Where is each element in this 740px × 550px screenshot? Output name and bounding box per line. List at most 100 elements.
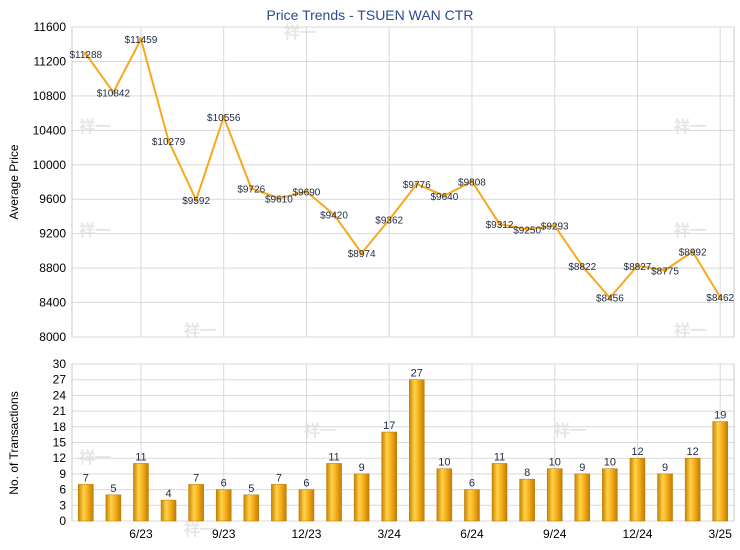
transaction-bar-label: 6 — [303, 478, 309, 490]
transaction-bar — [684, 457, 701, 522]
price-point-label: $10279 — [152, 137, 186, 148]
transaction-bar — [657, 473, 673, 522]
transaction-bar-label: 10 — [549, 457, 561, 469]
price-point — [221, 114, 226, 119]
transaction-bar-label: 9 — [359, 462, 365, 474]
transactions-y-tick-label: 6 — [59, 483, 66, 497]
transaction-bar — [298, 489, 315, 522]
transaction-bar-label: 12 — [687, 446, 699, 458]
price-point-label: $9776 — [403, 180, 431, 191]
transactions-y-tick-label: 3 — [59, 498, 66, 512]
price-point — [442, 193, 447, 198]
transaction-bar — [409, 379, 425, 522]
price-point — [111, 90, 116, 95]
transaction-bar — [78, 484, 94, 522]
price-data-labels: $11288 $10842 $11459 $10279 $9592 $10556 $9726… — [69, 35, 734, 305]
watermark-7: 祥一 — [79, 448, 111, 467]
price-point-label: $8974 — [348, 249, 376, 260]
watermark-5: 祥一 — [184, 321, 216, 340]
price-point — [469, 179, 474, 184]
price-points — [83, 37, 723, 300]
price-point-label: $9362 — [375, 216, 403, 227]
price-panel: 8000 8400 8800 9200 9600 10000 10400 10800 11200… — [7, 20, 735, 344]
watermark-6: 祥一 — [674, 321, 706, 340]
x-tick-label: 6/24 — [460, 527, 484, 541]
x-tick-label: 6/23 — [129, 527, 153, 541]
transaction-bar-label: 6 — [221, 478, 227, 490]
transactions-y-tick-label: 15 — [53, 436, 67, 450]
watermark-0: 祥一 — [284, 23, 316, 42]
x-tick-label: 12/23 — [291, 527, 321, 541]
transaction-bar — [519, 478, 535, 522]
transaction-bar-label: 7 — [83, 472, 89, 484]
transaction-bar-label: 10 — [438, 457, 450, 469]
transactions-y-tick-label: 21 — [53, 404, 67, 418]
transaction-bar — [243, 494, 260, 522]
price-point-label: $9808 — [458, 177, 486, 188]
transactions-y-tick-label: 30 — [53, 357, 67, 371]
transaction-bar-label: 9 — [662, 462, 668, 474]
price-point — [359, 251, 364, 256]
transaction-bar-label: 5 — [248, 483, 254, 495]
transaction-bar-label: 7 — [276, 472, 282, 484]
price-point — [194, 197, 199, 202]
transaction-bar-label: 9 — [579, 462, 585, 474]
watermark-3: 祥一 — [79, 221, 111, 240]
price-point — [525, 227, 530, 232]
watermark-2: 祥一 — [674, 117, 706, 136]
price-point — [332, 212, 337, 217]
price-point-label: $9420 — [320, 211, 348, 222]
price-y-tick-label: 10400 — [33, 123, 67, 137]
transaction-bar — [271, 484, 287, 522]
transaction-bar — [133, 463, 149, 522]
x-tick-label: 3/24 — [378, 527, 402, 541]
transaction-bar — [188, 484, 204, 522]
price-y-tick-label: 8000 — [39, 330, 66, 344]
price-point-label: $9592 — [182, 196, 210, 207]
price-point-label: $8822 — [568, 262, 596, 273]
transaction-bar-label: 6 — [469, 478, 475, 490]
price-gridlines — [72, 26, 734, 338]
transactions-y-tick-label: 27 — [53, 373, 67, 387]
price-y-tick-label: 9200 — [39, 227, 66, 241]
price-y-tick-label: 8400 — [39, 296, 66, 310]
transactions-y-tick-label: 9 — [59, 467, 66, 481]
watermark-9: 祥一 — [554, 421, 586, 440]
transaction-bar-label: 17 — [383, 420, 395, 432]
transactions-y-tick-label: 18 — [53, 420, 67, 434]
transaction-bar-label: 8 — [524, 467, 530, 479]
price-y-tick-label: 11200 — [34, 54, 67, 68]
transaction-bar-label: 11 — [328, 451, 339, 463]
transaction-bar-label: 7 — [193, 472, 199, 484]
transactions-bars — [78, 379, 728, 522]
watermark-8: 祥一 — [304, 421, 336, 440]
x-tick-label: 12/24 — [622, 527, 652, 541]
price-point-label: $9690 — [293, 187, 321, 198]
price-point — [552, 223, 557, 228]
transaction-bar-label: 12 — [631, 446, 643, 458]
price-point — [304, 189, 309, 194]
price-y-tick-label: 10000 — [33, 158, 67, 172]
watermark-10: 祥一 — [184, 520, 216, 539]
price-point — [690, 249, 695, 254]
transaction-bar-label: 11 — [135, 451, 146, 463]
price-point-label: $8827 — [624, 262, 652, 273]
price-point — [138, 37, 143, 42]
transaction-bar-label: 10 — [604, 457, 616, 469]
transaction-bar — [105, 494, 122, 522]
price-point-label: $10842 — [97, 88, 131, 99]
transactions-y-tick-label: 12 — [53, 451, 67, 465]
transactions-y-tick-label: 24 — [53, 388, 67, 402]
chart-title: Price Trends - TSUEN WAN CTR — [267, 7, 474, 23]
transactions-data-labels: 7 5 11 4 7 6 5 7 6 11 9 17 27 10 6 11 8 10 9 10 12 9 12 19 — [83, 368, 727, 500]
price-point-label: $9312 — [486, 220, 514, 231]
transaction-bar-label: 5 — [110, 483, 116, 495]
transaction-bar — [381, 431, 397, 522]
transactions-y-axis-label: No. of Transactions — [7, 391, 21, 494]
price-y-axis-label: Average Price — [7, 144, 21, 219]
price-y-tick-label: 10800 — [33, 89, 67, 103]
price-point-label: $9610 — [265, 194, 293, 205]
